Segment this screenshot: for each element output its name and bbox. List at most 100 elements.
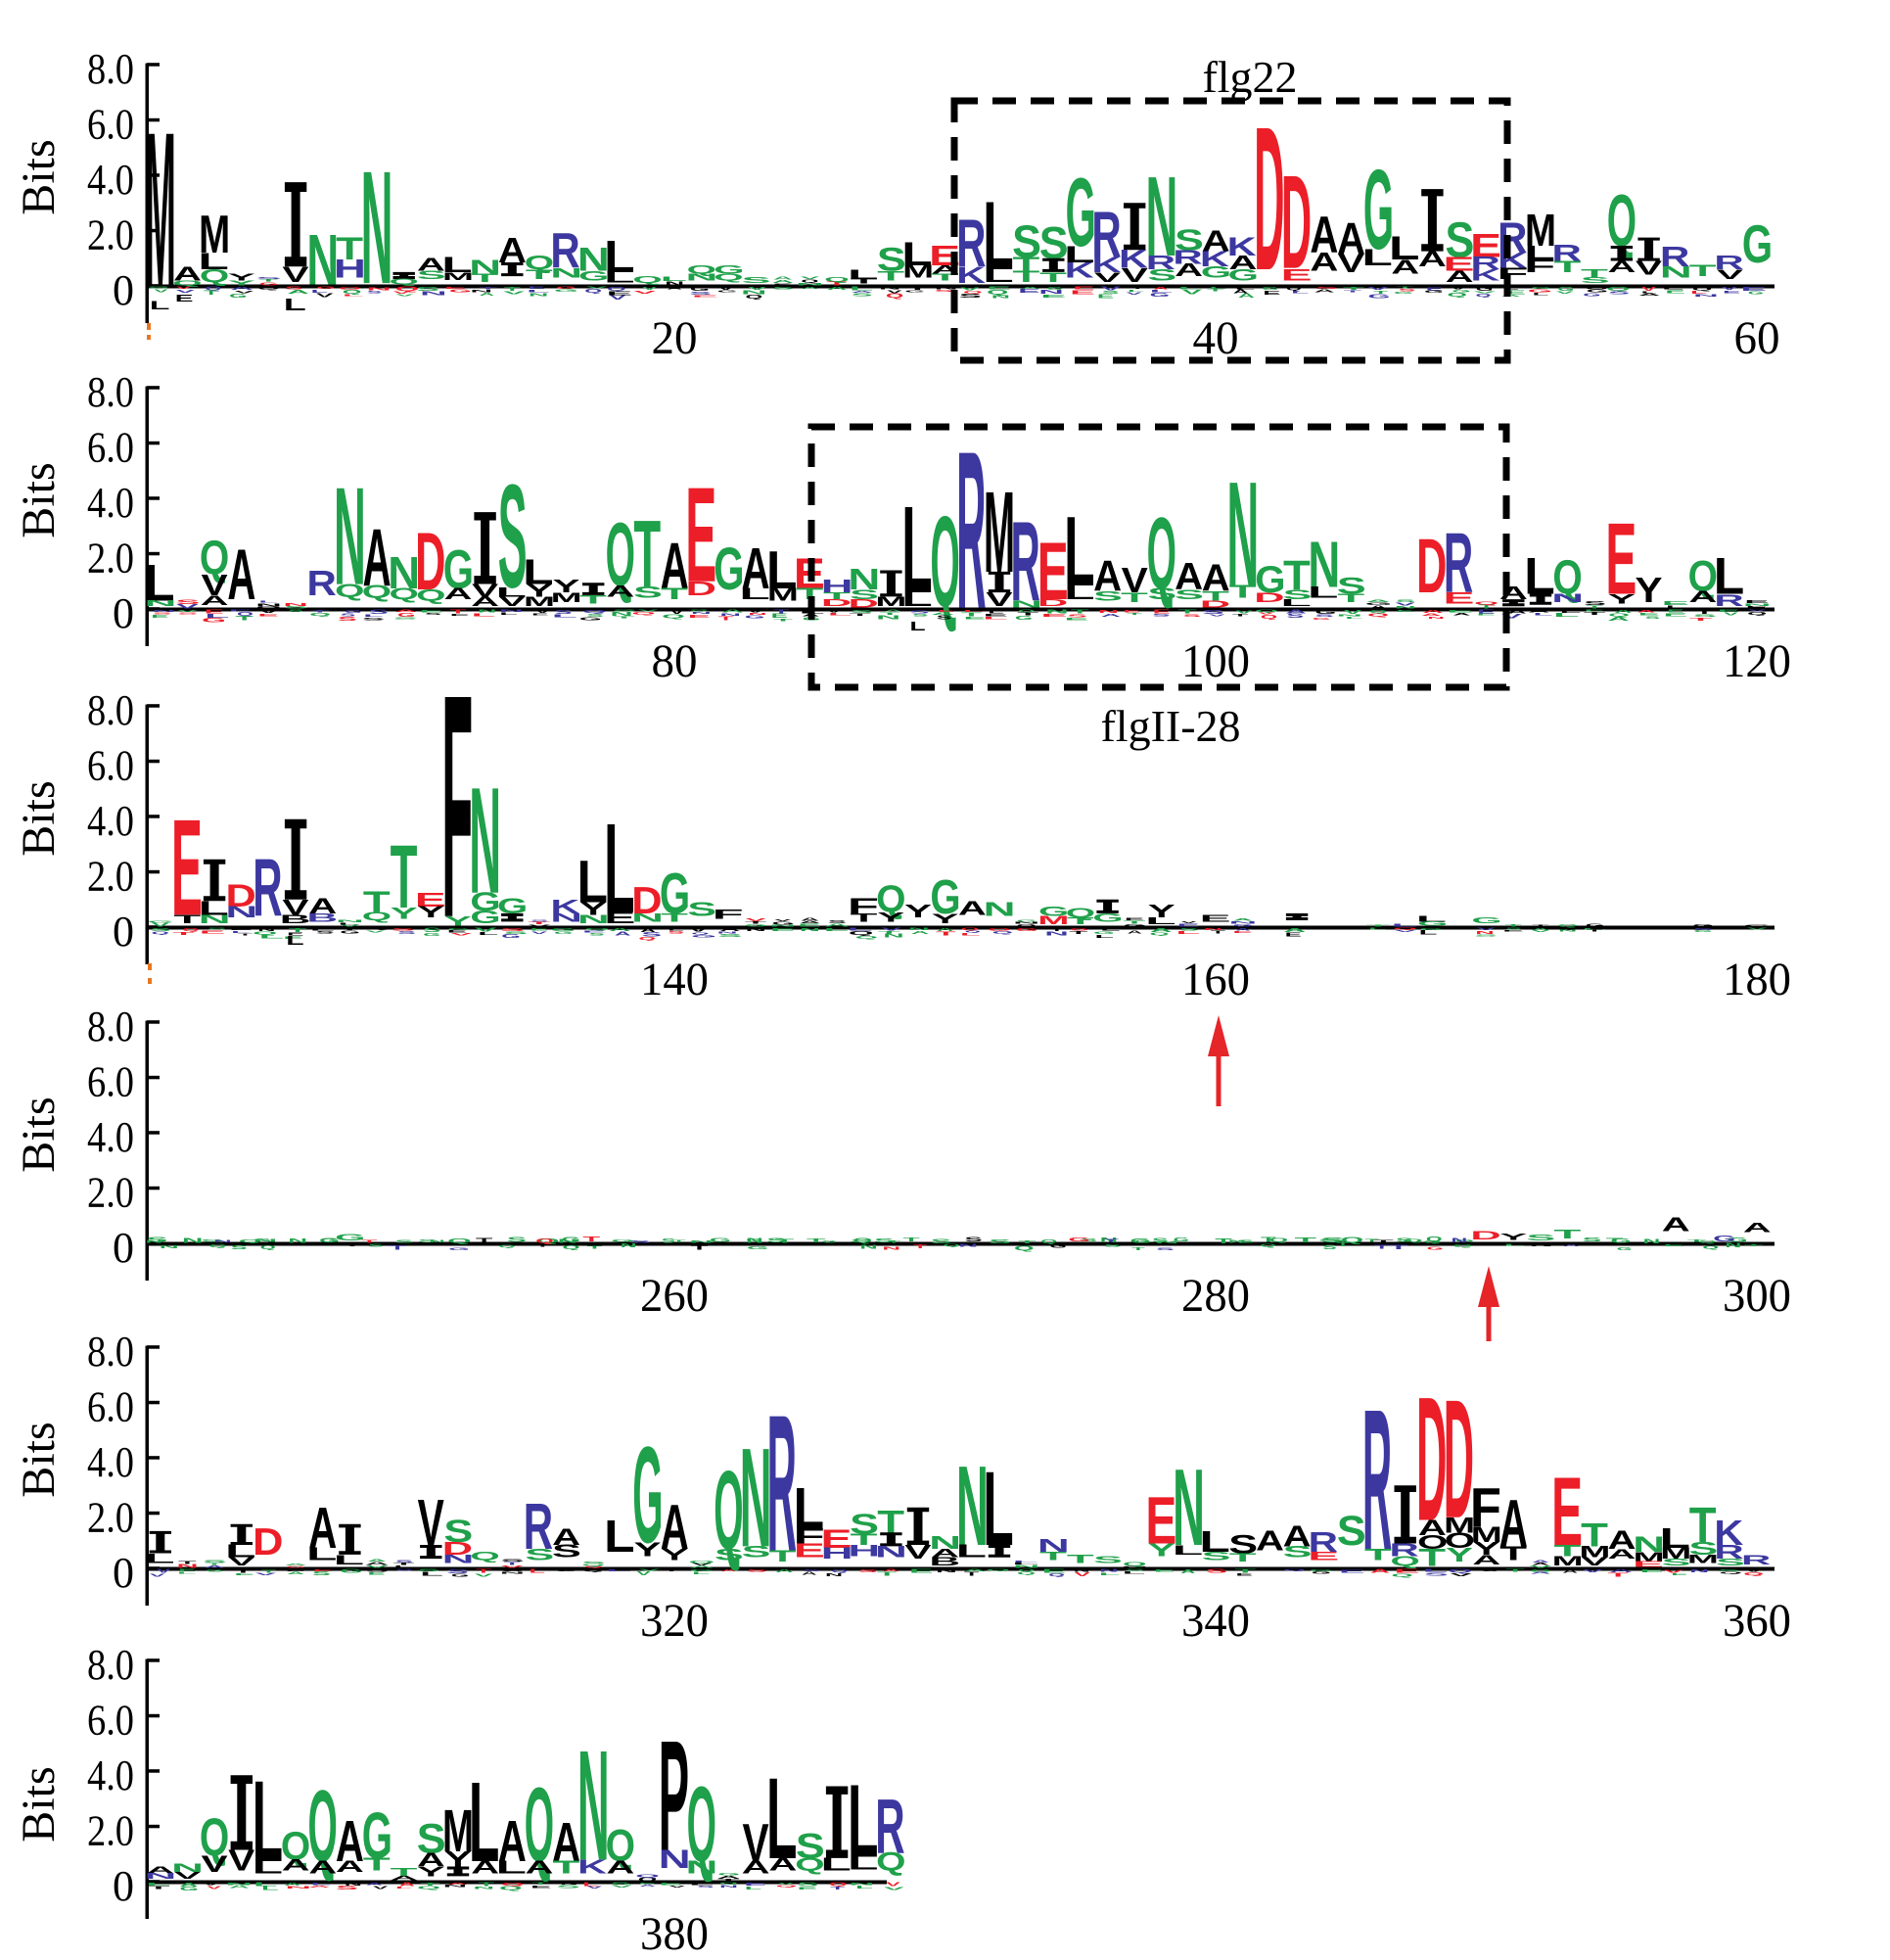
svg-text:T: T [476, 1237, 493, 1244]
svg-text:K: K [550, 896, 579, 917]
svg-text:L: L [363, 614, 383, 618]
svg-text:A: A [1507, 609, 1527, 615]
svg-text:L: L [766, 1755, 797, 1884]
svg-text:T: T [672, 1239, 686, 1244]
svg-text:S: S [555, 609, 573, 615]
svg-text:L: L [1553, 612, 1579, 618]
svg-text:N: N [1155, 1239, 1178, 1243]
svg-text:R: R [956, 207, 986, 282]
svg-text:N: N [226, 1882, 253, 1886]
svg-text:T: T [1389, 1243, 1409, 1250]
svg-text:Q: Q [687, 1764, 716, 1885]
svg-text:L: L [901, 482, 932, 619]
svg-text:V: V [748, 286, 767, 291]
svg-text:N: N [529, 292, 549, 297]
svg-text:Q: Q [1692, 286, 1713, 291]
svg-text:T: T [614, 616, 634, 619]
svg-text:E: E [283, 935, 302, 939]
svg-text:T: T [796, 585, 823, 603]
svg-text:T: T [807, 1237, 826, 1243]
svg-text:E: E [528, 286, 544, 290]
svg-text:N: N [882, 1245, 900, 1250]
svg-text:G: G [1617, 1246, 1633, 1251]
svg-text:A: A [885, 609, 901, 612]
svg-text:Q: Q [256, 606, 282, 609]
svg-text:Q: Q [1698, 1239, 1716, 1243]
svg-text:Q: Q [1702, 1245, 1719, 1250]
svg-text:E: E [171, 791, 203, 945]
svg-text:V: V [1450, 286, 1467, 290]
svg-text:A: A [1688, 588, 1717, 606]
svg-text:T: T [1366, 924, 1390, 927]
svg-text:N: N [1099, 1568, 1119, 1573]
svg-text:E: E [200, 929, 225, 934]
svg-text:L: L [311, 1882, 331, 1886]
svg-text:N: N [1145, 153, 1177, 280]
svg-text:A: A [308, 1495, 337, 1561]
svg-text:S: S [1228, 1530, 1258, 1559]
svg-text:Y: Y [228, 279, 255, 287]
svg-text:T: T [1127, 612, 1143, 615]
svg-text:N: N [1475, 930, 1495, 936]
svg-text:M: M [767, 585, 799, 605]
svg-text:V: V [1182, 289, 1201, 296]
svg-text:L: L [848, 1853, 878, 1873]
svg-text:T: T [880, 612, 900, 616]
svg-text:T: T [476, 1568, 492, 1574]
svg-text:S: S [500, 1559, 524, 1562]
svg-text:G: G [1363, 148, 1394, 273]
svg-text:L: L [1064, 582, 1094, 603]
svg-text:V: V [689, 927, 710, 933]
svg-text:T: T [1365, 1238, 1380, 1243]
svg-text:A: A [827, 286, 848, 291]
svg-text:L: L [1714, 548, 1744, 606]
svg-text:N: N [1551, 591, 1584, 605]
svg-text:T: T [1587, 929, 1603, 932]
svg-text:T: T [1232, 613, 1249, 617]
svg-text:V: V [610, 295, 626, 302]
svg-text:S: S [146, 1236, 167, 1243]
svg-text:V: V [228, 1843, 254, 1878]
svg-text:E: E [984, 613, 1008, 617]
svg-text:380: 380 [640, 1908, 709, 1960]
svg-text:G: G [1586, 286, 1608, 290]
svg-text:S: S [589, 932, 605, 936]
svg-text:S: S [498, 454, 528, 619]
svg-text:L: L [1280, 597, 1311, 608]
svg-text:L: L [1173, 1542, 1203, 1558]
svg-text:L: L [855, 1885, 873, 1889]
svg-text:V: V [393, 291, 411, 295]
svg-text:S: S [369, 609, 389, 616]
svg-text:S: S [500, 927, 525, 932]
svg-text:E: E [1232, 930, 1252, 933]
svg-text:E: E [1723, 290, 1741, 294]
svg-text:L: L [527, 289, 550, 294]
svg-text:Y: Y [579, 899, 608, 918]
svg-text:E: E [1663, 612, 1687, 617]
svg-text:T: T [773, 618, 793, 623]
svg-text:T: T [1744, 1243, 1764, 1246]
svg-text:L: L [828, 612, 853, 616]
svg-text:N: N [499, 609, 524, 613]
svg-text:V: V [366, 1564, 390, 1568]
svg-text:Y: Y [633, 1538, 661, 1561]
svg-text:A: A [394, 609, 417, 613]
svg-text:E: E [178, 1568, 196, 1571]
svg-text:E: E [1502, 286, 1519, 291]
svg-text:L: L [692, 1571, 710, 1575]
svg-text:A: A [173, 262, 202, 285]
svg-text:G: G [340, 930, 360, 935]
svg-text:L: L [334, 1552, 364, 1567]
svg-text:D: D [1416, 522, 1447, 609]
svg-text:A: A [1310, 207, 1338, 264]
svg-text:G: G [1727, 1237, 1747, 1243]
svg-text:Q: Q [309, 612, 331, 617]
svg-text:M: M [875, 594, 906, 610]
svg-text:Q: Q [1260, 1243, 1276, 1248]
svg-text:Q: Q [824, 276, 849, 283]
svg-text:Q: Q [1018, 1568, 1035, 1572]
svg-text:S: S [1688, 1539, 1718, 1559]
svg-text:E: E [821, 1525, 853, 1554]
svg-text:L: L [1583, 927, 1606, 929]
svg-text:S: S [772, 286, 794, 290]
